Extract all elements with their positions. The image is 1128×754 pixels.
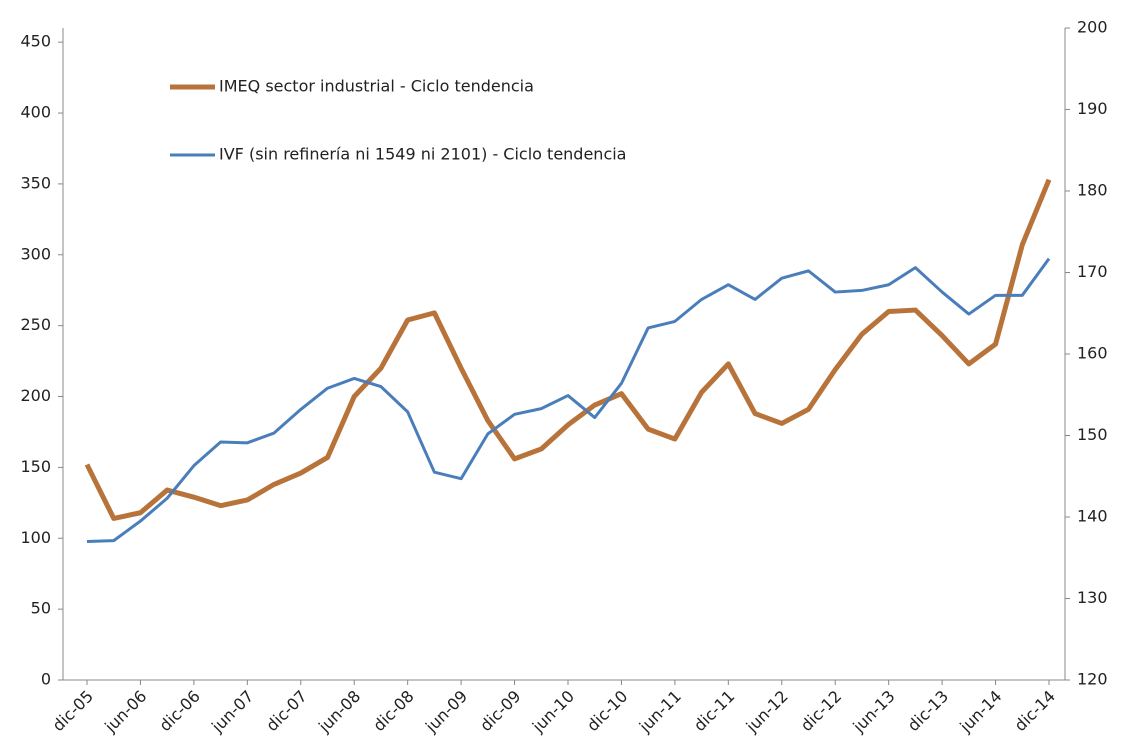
y2-tick-label: 180 <box>1077 181 1108 200</box>
y-tick-label: 100 <box>20 528 51 547</box>
y-tick-label: 0 <box>41 670 51 689</box>
x-tick-label: jun-10 <box>528 687 578 737</box>
y2-tick-label: 150 <box>1077 425 1108 444</box>
x-tick-label: dic-11 <box>690 687 738 735</box>
y-tick-label: 300 <box>20 244 51 263</box>
x-tick-label: dic-06 <box>155 687 203 735</box>
y2-tick-label: 170 <box>1077 262 1108 281</box>
series-line <box>84 178 1052 521</box>
x-tick-label: dic-14 <box>1011 687 1059 735</box>
y-tick-label: 350 <box>20 173 51 192</box>
x-tick-label: dic-12 <box>797 687 845 735</box>
x-tick-label: dic-08 <box>369 687 417 735</box>
y-tick-label: 450 <box>20 32 51 51</box>
series-line <box>86 257 1051 543</box>
x-tick-label: dic-09 <box>476 687 524 735</box>
x-tick-label: dic-05 <box>49 687 97 735</box>
y-tick-label: 250 <box>20 315 51 334</box>
x-tick-label: jun-13 <box>849 687 899 737</box>
x-tick-label: jun-08 <box>314 687 364 737</box>
y2-tick-label: 120 <box>1077 670 1108 689</box>
x-tick-label: jun-07 <box>207 687 257 737</box>
x-tick-label: jun-06 <box>100 687 150 737</box>
x-tick-label: dic-13 <box>904 687 952 735</box>
y-tick-label: 400 <box>20 103 51 122</box>
x-tick-label: dic-07 <box>262 687 310 735</box>
y2-tick-label: 130 <box>1077 588 1108 607</box>
x-tick-label: jun-14 <box>955 687 1005 737</box>
x-tick-label: jun-12 <box>742 687 792 737</box>
legend-label: IMEQ sector industrial - Ciclo tendencia <box>219 77 534 96</box>
y2-tick-label: 160 <box>1077 344 1108 363</box>
y2-tick-label: 200 <box>1077 18 1108 37</box>
y2-tick-label: 140 <box>1077 507 1108 526</box>
x-tick-label: jun-09 <box>421 687 471 737</box>
x-tick-label: dic-10 <box>583 687 631 735</box>
legend-label: IVF (sin refinería ni 1549 ni 2101) - Ci… <box>219 145 626 164</box>
y-tick-label: 150 <box>20 457 51 476</box>
x-tick-label: jun-11 <box>635 687 685 737</box>
y2-tick-label: 190 <box>1077 99 1108 118</box>
y-tick-label: 200 <box>20 386 51 405</box>
y-tick-label: 50 <box>31 599 51 618</box>
